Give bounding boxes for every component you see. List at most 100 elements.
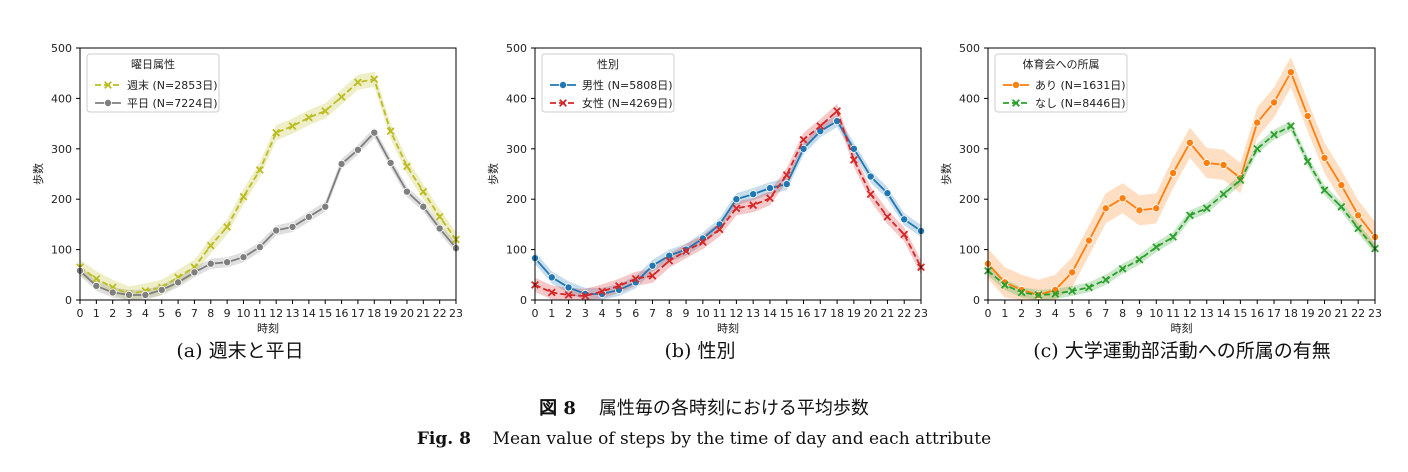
data-point [272, 226, 281, 235]
figure-label-english: Fig. 8 [416, 429, 471, 449]
data-point [1185, 211, 1194, 220]
legend-marker-2 [559, 99, 567, 107]
x-tick-label: 4 [142, 307, 149, 320]
x-tick-label: 0 [77, 307, 84, 320]
data-point [1101, 204, 1110, 213]
x-tick-label: 22 [433, 307, 447, 320]
y-tick-label: 500 [51, 42, 72, 55]
x-tick-label: 13 [286, 307, 300, 320]
data-point [1320, 153, 1329, 162]
data-point [766, 194, 774, 203]
x-tick-label: 21 [416, 307, 430, 320]
legend-box [86, 53, 220, 113]
data-point [1202, 204, 1211, 213]
data-point [92, 274, 101, 283]
data-point [1202, 158, 1211, 167]
data-point [92, 281, 101, 290]
x-tick-label: 7 [1102, 307, 1109, 320]
legend-marker-2 [1012, 99, 1020, 107]
x-tick-label: 5 [1069, 307, 1076, 320]
legend-marker-1 [1012, 81, 1021, 90]
data-point [900, 230, 909, 239]
x-tick-label: 17 [351, 307, 365, 320]
y-tick-label: 300 [51, 143, 72, 156]
data-point [174, 278, 183, 287]
x-tick-label: 5 [615, 307, 622, 320]
data-point [849, 155, 858, 164]
x-tick-label: 19 [384, 307, 398, 320]
data-point [1034, 291, 1043, 299]
data-point [883, 212, 892, 221]
x-tick-label: 22 [1351, 307, 1365, 320]
figure-title-english: Mean value of steps by the time of day a… [492, 429, 992, 449]
x-tick-label: 15 [318, 307, 332, 320]
series-line-1 [79, 78, 457, 295]
y-tick-label: 400 [506, 92, 527, 105]
data-point [1354, 211, 1363, 220]
x-axis-label: 時刻 [257, 321, 279, 335]
data-point [239, 192, 248, 201]
data-point [386, 127, 395, 136]
y-tick-label: 200 [51, 193, 72, 206]
data-point [732, 204, 741, 213]
data-point [1354, 224, 1363, 233]
data-point [749, 190, 758, 199]
data-point [900, 215, 909, 224]
data-point [1017, 288, 1026, 297]
x-tick-label: 9 [1136, 307, 1143, 320]
data-point [288, 222, 297, 231]
data-point [564, 291, 573, 299]
x-tick-label: 19 [1301, 307, 1315, 320]
plot-frame [79, 47, 457, 301]
data-point [255, 243, 264, 252]
x-tick-label: 23 [1368, 307, 1382, 320]
data-point [698, 238, 707, 246]
legend-marker-2 [104, 99, 113, 108]
data-point [255, 166, 264, 174]
x-tick-label: 3 [126, 307, 133, 320]
data-point [1219, 190, 1228, 199]
data-point [190, 268, 199, 277]
data-point [849, 144, 858, 153]
x-tick-label: 6 [1085, 307, 1092, 320]
plot-frame [987, 47, 1376, 301]
data-point [816, 127, 825, 136]
legend-marker-1 [559, 81, 568, 90]
x-axis-label: 時刻 [1171, 321, 1193, 335]
x-tick-label: 13 [746, 307, 760, 320]
data-point [665, 251, 674, 260]
x-tick-label: 6 [632, 307, 639, 320]
x-tick-label: 4 [1052, 307, 1059, 320]
x-tick-label: 3 [582, 307, 589, 320]
x-tick-label: 21 [1334, 307, 1348, 320]
x-tick-label: 10 [696, 307, 710, 320]
data-point [883, 189, 892, 198]
x-tick-label: 17 [813, 307, 827, 320]
x-tick-label: 0 [985, 307, 992, 320]
x-tick-label: 2 [109, 307, 116, 320]
data-point [370, 128, 379, 137]
data-point [765, 184, 774, 193]
data-point [223, 258, 232, 267]
figure-caption-english: Fig. 8 Mean value of steps by the time o… [0, 429, 1408, 449]
y-tick-label: 300 [506, 143, 527, 156]
legend-entry-2: 平日 (N=7224日) [127, 97, 218, 110]
x-tick-label: 17 [1267, 307, 1281, 320]
data-point [1286, 122, 1295, 131]
x-tick-label: 20 [1318, 307, 1332, 320]
data-point [321, 202, 330, 211]
data-point [631, 274, 640, 283]
data-point [1286, 68, 1295, 77]
x-tick-label: 14 [302, 307, 316, 320]
y-tick-label: 200 [506, 193, 527, 206]
x-tick-label: 18 [367, 307, 381, 320]
y-tick-label: 400 [959, 92, 980, 105]
data-point [1320, 186, 1329, 195]
x-axis-label: 時刻 [717, 321, 739, 335]
data-point [223, 222, 232, 231]
data-point [1068, 268, 1077, 277]
data-point [1270, 130, 1278, 139]
data-point [1219, 160, 1228, 169]
x-tick-label: 3 [1035, 307, 1042, 320]
data-point [353, 78, 362, 87]
